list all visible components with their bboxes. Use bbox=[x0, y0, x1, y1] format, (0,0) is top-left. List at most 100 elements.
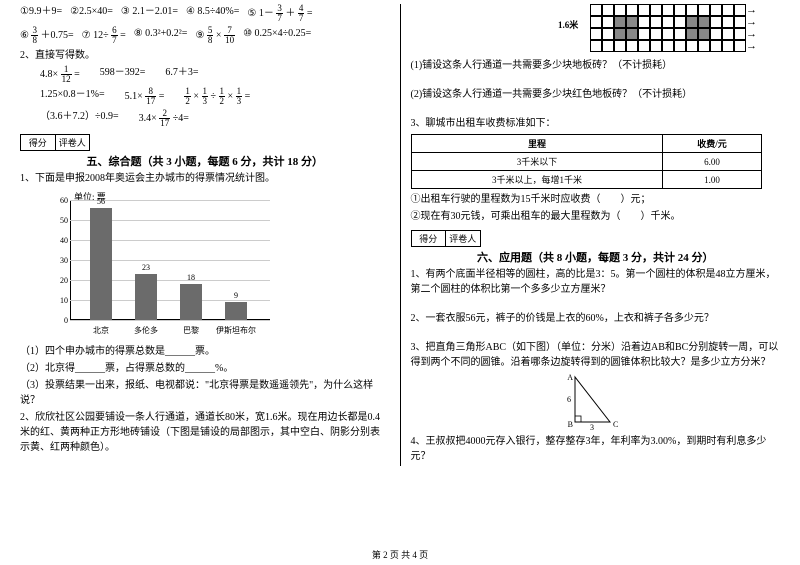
bar-value: 9 bbox=[223, 291, 249, 300]
txt: ÷ bbox=[211, 91, 217, 102]
item: 3.4× 217 ÷4= bbox=[139, 109, 189, 128]
tile bbox=[698, 28, 710, 40]
tile bbox=[710, 28, 722, 40]
frac: 38 bbox=[31, 26, 38, 45]
q2-title: 2、直接写得数。 bbox=[20, 48, 390, 63]
arrow-icon: → bbox=[746, 4, 757, 16]
den: 10 bbox=[224, 36, 235, 45]
side-ab: 6 bbox=[567, 395, 571, 404]
section-6-title: 六、应用题（共 8 小题，每题 3 分，共计 24 分） bbox=[411, 249, 781, 265]
page-footer: 第 2 页 共 4 页 bbox=[0, 548, 800, 561]
tile bbox=[722, 28, 734, 40]
score-box: 得分 评卷人 bbox=[411, 230, 481, 247]
frac: 37 bbox=[276, 4, 283, 23]
frac: 217 bbox=[159, 109, 170, 128]
tile bbox=[686, 28, 698, 40]
y-tick-label: 10 bbox=[50, 296, 68, 305]
item: 4.8× 112 = bbox=[40, 65, 80, 84]
item: ⑧ 0.3²+0.2²= bbox=[134, 26, 188, 45]
math-row-2: ⑥ 38 ＋0.75= ⑦ 12÷ 67 = ⑧ 0.3²+0.2²= ⑨ 58… bbox=[20, 26, 390, 45]
bar-value: 23 bbox=[133, 263, 159, 272]
q6-2: 2、一套衣服56元，裤子的价钱是上衣的60%，上衣和裤子各多少元？ bbox=[411, 311, 781, 326]
arrow-icon: → bbox=[746, 16, 757, 28]
tile bbox=[734, 4, 746, 16]
y-tick-label: 40 bbox=[50, 236, 68, 245]
frac: 58 bbox=[207, 26, 214, 45]
frac: 710 bbox=[224, 26, 235, 45]
arrow-icon: → bbox=[746, 40, 757, 52]
txt: = bbox=[159, 91, 165, 102]
width-label: 1.6米 bbox=[558, 18, 578, 31]
q-r1: (1)铺设这条人行通道一共需要多少块地板砖？（不计损耗） bbox=[411, 58, 781, 73]
txt: ⑥ bbox=[20, 30, 29, 41]
den: 3 bbox=[236, 97, 243, 106]
tile bbox=[698, 4, 710, 16]
y-tick-label: 60 bbox=[50, 196, 68, 205]
txt: ＋0.75= bbox=[40, 30, 73, 41]
tile bbox=[626, 40, 638, 52]
item: 598－392= bbox=[100, 65, 146, 84]
tile bbox=[650, 40, 662, 52]
txt: ⑦ 12÷ bbox=[82, 30, 109, 41]
tile bbox=[674, 40, 686, 52]
bar-label: 伊斯坦布尔 bbox=[215, 325, 257, 336]
section-5-title: 五、综合题（共 3 小题，每题 6 分，共计 18 分） bbox=[20, 153, 390, 169]
q-r3b: ②现在有30元钱，可乘出租车的最大里程数为（ ）千米。 bbox=[411, 209, 781, 224]
den: 7 bbox=[111, 36, 118, 45]
q6-3: 3、把直角三角形ABC（如下图）（单位：分米）沿着边AB和BC分别旋转一周，可以… bbox=[411, 340, 781, 370]
q6-1: 1、有两个底面半径相等的圆柱，高的比是3：5。第一个圆柱的体积是48立方厘米，第… bbox=[411, 267, 781, 297]
td: 3千米以上，每增1千米 bbox=[411, 171, 663, 189]
column-divider bbox=[400, 4, 401, 466]
tile bbox=[614, 16, 626, 28]
txt: × bbox=[193, 91, 199, 102]
tile bbox=[638, 4, 650, 16]
tile bbox=[602, 40, 614, 52]
item: （3.6＋7.2）÷0.9= bbox=[40, 109, 119, 128]
den: 2 bbox=[184, 97, 191, 106]
tile bbox=[602, 16, 614, 28]
tile-row: → bbox=[590, 16, 780, 28]
tile bbox=[638, 28, 650, 40]
q5-1b: （2）北京得______票，占得票总数的______%。 bbox=[20, 361, 390, 376]
score-box: 得分 评卷人 bbox=[20, 134, 90, 151]
den: 7 bbox=[298, 14, 305, 23]
vertex-a: A bbox=[567, 373, 573, 382]
tile bbox=[674, 28, 686, 40]
item: ⑨ 58 × 710 bbox=[195, 26, 235, 45]
tile bbox=[662, 28, 674, 40]
bar bbox=[225, 302, 247, 320]
bar-chart: 单位: 票 0102030405060 56北京23多伦多18巴黎9伊斯坦布尔 bbox=[50, 190, 270, 340]
q2-row3: （3.6＋7.2）÷0.9= 3.4× 217 ÷4= bbox=[40, 109, 390, 128]
txt: = bbox=[74, 69, 80, 80]
q-r3-title: 3、聊城市出租车收费标准如下： bbox=[411, 116, 781, 131]
tile-diagram: 1.6米 →→→→ bbox=[590, 4, 780, 52]
grader-label: 评卷人 bbox=[446, 231, 480, 246]
q5-2: 2、欣欣社区公园要铺设一条人行通道，通道长80米，宽1.6米。现在用边长都是0.… bbox=[20, 410, 390, 455]
txt: × bbox=[216, 30, 222, 41]
y-tick-label: 30 bbox=[50, 256, 68, 265]
score-label: 得分 bbox=[21, 135, 56, 150]
item: ②2.5×40= bbox=[70, 4, 113, 23]
item: 5.1× 817 = bbox=[125, 87, 165, 106]
math-row-1: ①9.9＋9= ②2.5×40= ③ 2.1－2.01= ④ 8.5÷40%= … bbox=[20, 4, 390, 23]
tile bbox=[722, 40, 734, 52]
tile bbox=[686, 40, 698, 52]
item: ④ 8.5÷40%= bbox=[186, 4, 239, 23]
tile bbox=[626, 28, 638, 40]
tile bbox=[662, 4, 674, 16]
td: 6.00 bbox=[663, 153, 761, 171]
tile bbox=[710, 16, 722, 28]
item: 6.7＋3= bbox=[165, 65, 198, 84]
txt: = bbox=[245, 91, 251, 102]
bar bbox=[90, 208, 112, 320]
tile bbox=[698, 40, 710, 52]
tile-row: → bbox=[590, 40, 780, 52]
item: ⑥ 38 ＋0.75= bbox=[20, 26, 74, 45]
tile bbox=[602, 4, 614, 16]
tile bbox=[686, 4, 698, 16]
tile bbox=[686, 16, 698, 28]
txt: ⑤ 1－ bbox=[247, 8, 273, 19]
tile-row: → bbox=[590, 4, 780, 16]
tile bbox=[662, 16, 674, 28]
den: 2 bbox=[219, 97, 226, 106]
